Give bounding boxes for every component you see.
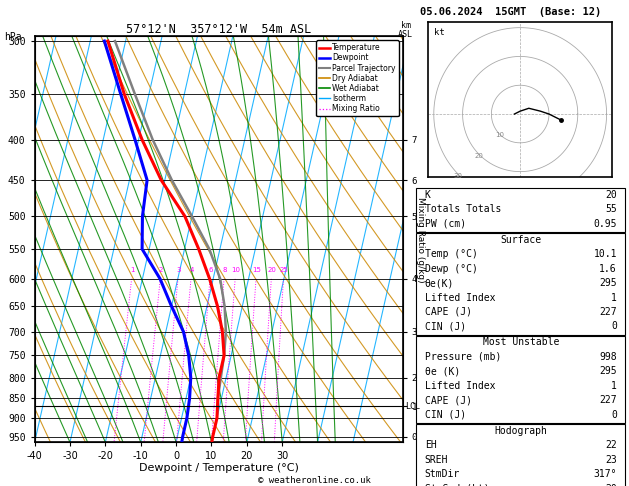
Text: 8: 8 xyxy=(222,267,226,273)
Text: hPa: hPa xyxy=(4,32,21,42)
Text: Dewp (°C): Dewp (°C) xyxy=(425,263,477,274)
Text: Most Unstable: Most Unstable xyxy=(482,337,559,347)
Text: 0: 0 xyxy=(611,321,617,331)
Text: 1.6: 1.6 xyxy=(599,263,617,274)
Text: CAPE (J): CAPE (J) xyxy=(425,307,472,317)
Text: 3: 3 xyxy=(176,267,181,273)
Text: θe (K): θe (K) xyxy=(425,366,460,376)
Text: StmDir: StmDir xyxy=(425,469,460,479)
Text: LCL: LCL xyxy=(405,402,420,411)
Text: StmSpd (kt): StmSpd (kt) xyxy=(425,484,489,486)
Text: 227: 227 xyxy=(599,395,617,405)
Text: Lifted Index: Lifted Index xyxy=(425,293,495,302)
Text: 30: 30 xyxy=(454,173,462,179)
X-axis label: Dewpoint / Temperature (°C): Dewpoint / Temperature (°C) xyxy=(138,463,299,473)
Text: 1: 1 xyxy=(611,381,617,391)
Bar xyxy=(416,233,625,335)
Text: © weatheronline.co.uk: © weatheronline.co.uk xyxy=(258,475,371,485)
Text: 1: 1 xyxy=(611,293,617,302)
Text: 10: 10 xyxy=(495,132,504,138)
Text: 55: 55 xyxy=(605,204,617,214)
Y-axis label: Mixing Ratio (g/kg): Mixing Ratio (g/kg) xyxy=(416,196,425,282)
Text: 0.95: 0.95 xyxy=(593,219,617,229)
Title: 57°12'N  357°12'W  54m ASL: 57°12'N 357°12'W 54m ASL xyxy=(126,23,311,36)
Text: 6: 6 xyxy=(208,267,213,273)
Text: CAPE (J): CAPE (J) xyxy=(425,395,472,405)
Text: 295: 295 xyxy=(599,366,617,376)
Text: SREH: SREH xyxy=(425,454,448,465)
Text: 295: 295 xyxy=(599,278,617,288)
Text: Surface: Surface xyxy=(500,235,542,244)
Text: 15: 15 xyxy=(252,267,261,273)
Text: 10.1: 10.1 xyxy=(593,249,617,259)
Text: K: K xyxy=(425,190,431,200)
Text: θe(K): θe(K) xyxy=(425,278,454,288)
Text: Totals Totals: Totals Totals xyxy=(425,204,501,214)
Text: Temp (°C): Temp (°C) xyxy=(425,249,477,259)
Text: CIN (J): CIN (J) xyxy=(425,321,466,331)
Text: 1: 1 xyxy=(130,267,135,273)
Text: 20: 20 xyxy=(474,153,483,158)
Legend: Temperature, Dewpoint, Parcel Trajectory, Dry Adiabat, Wet Adiabat, Isotherm, Mi: Temperature, Dewpoint, Parcel Trajectory… xyxy=(316,40,399,116)
Text: PW (cm): PW (cm) xyxy=(425,219,466,229)
Text: 0: 0 xyxy=(611,410,617,420)
Text: 05.06.2024  15GMT  (Base: 12): 05.06.2024 15GMT (Base: 12) xyxy=(420,7,601,17)
Text: 23: 23 xyxy=(605,454,617,465)
Text: CIN (J): CIN (J) xyxy=(425,410,466,420)
Text: 2: 2 xyxy=(159,267,163,273)
Bar xyxy=(416,188,625,232)
Bar xyxy=(416,336,625,423)
Text: 20: 20 xyxy=(267,267,276,273)
Text: Lifted Index: Lifted Index xyxy=(425,381,495,391)
Text: 317°: 317° xyxy=(593,469,617,479)
Text: 20: 20 xyxy=(605,190,617,200)
Text: 227: 227 xyxy=(599,307,617,317)
Text: 20: 20 xyxy=(605,484,617,486)
Text: kt: kt xyxy=(433,28,444,37)
Text: Pressure (mb): Pressure (mb) xyxy=(425,352,501,362)
Text: 4: 4 xyxy=(189,267,194,273)
Text: Hodograph: Hodograph xyxy=(494,426,547,436)
Text: km
ASL: km ASL xyxy=(398,21,413,39)
Text: 25: 25 xyxy=(279,267,288,273)
Text: 10: 10 xyxy=(231,267,240,273)
Text: 22: 22 xyxy=(605,440,617,450)
Bar xyxy=(416,424,625,486)
Text: 998: 998 xyxy=(599,352,617,362)
Text: EH: EH xyxy=(425,440,437,450)
